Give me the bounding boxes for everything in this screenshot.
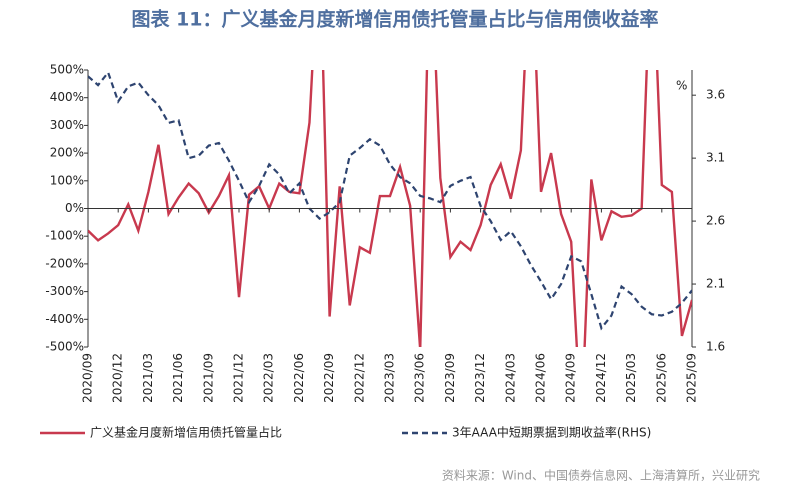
x-tick-label: 2023/06 [413,353,427,403]
y2-unit: % [676,79,687,93]
y-tick-label: -100% [45,229,84,243]
x-tick-label: 2023/03 [383,353,397,403]
y2-tick-label: 3.6 [706,88,725,102]
y-tick-label: 500% [50,63,84,77]
y-tick-label: 300% [50,118,84,132]
x-tick-label: 2021/12 [232,353,246,403]
x-tick-label: 2024/09 [564,353,578,403]
series-line [88,70,692,347]
x-tick-label: 2020/09 [81,353,95,403]
x-tick-label: 2021/06 [171,353,185,403]
x-tick-label: 2023/12 [473,353,487,403]
x-tick-label: 2022/12 [352,353,366,403]
y2-tick-label: 1.6 [706,340,725,354]
y-tick-label: -400% [45,312,84,326]
y-tick-label: 200% [50,146,84,160]
y-tick-label: -200% [45,256,84,270]
x-tick-label: 2024/12 [594,353,608,403]
y2-tick-label: 2.6 [706,214,725,228]
y-tick-label: -500% [45,340,84,354]
legend-label: 广义基金月度新增信用债托管量占比 [90,425,282,440]
y-tick-label: 0% [65,201,84,215]
source: 资料来源：Wind、中国债券信息网、上海清算所，兴业研究 [442,468,760,483]
x-tick-label: 2021/03 [141,353,155,403]
x-tick-label: 2022/03 [262,353,276,403]
x-tick-label: 2023/09 [443,353,457,403]
x-tick-label: 2025/09 [685,353,699,403]
y-tick-label: 100% [50,173,84,187]
x-tick-label: 2021/09 [201,353,215,403]
y2-tick-label: 2.1 [706,277,725,291]
x-tick-label: 2022/09 [322,353,336,403]
chart-title: 图表 11：广义基金月度新增信用债托管量占比与信用债收益率 [131,8,658,31]
plot-area [88,70,692,347]
x-tick-label: 2025/03 [624,353,638,403]
series-line [88,70,692,331]
x-tick-label: 2020/12 [111,353,125,403]
x-tick-label: 2022/06 [292,353,306,403]
legend-label: 3年AAA中短期票据到期收益率(RHS) [452,425,651,440]
x-tick-label: 2025/06 [654,353,668,403]
x-tick-label: 2024/03 [503,353,517,403]
y2-tick-label: 3.1 [706,151,725,165]
y-tick-label: 400% [50,90,84,104]
y-tick-label: -300% [45,284,84,298]
x-tick-label: 2024/06 [534,353,548,403]
